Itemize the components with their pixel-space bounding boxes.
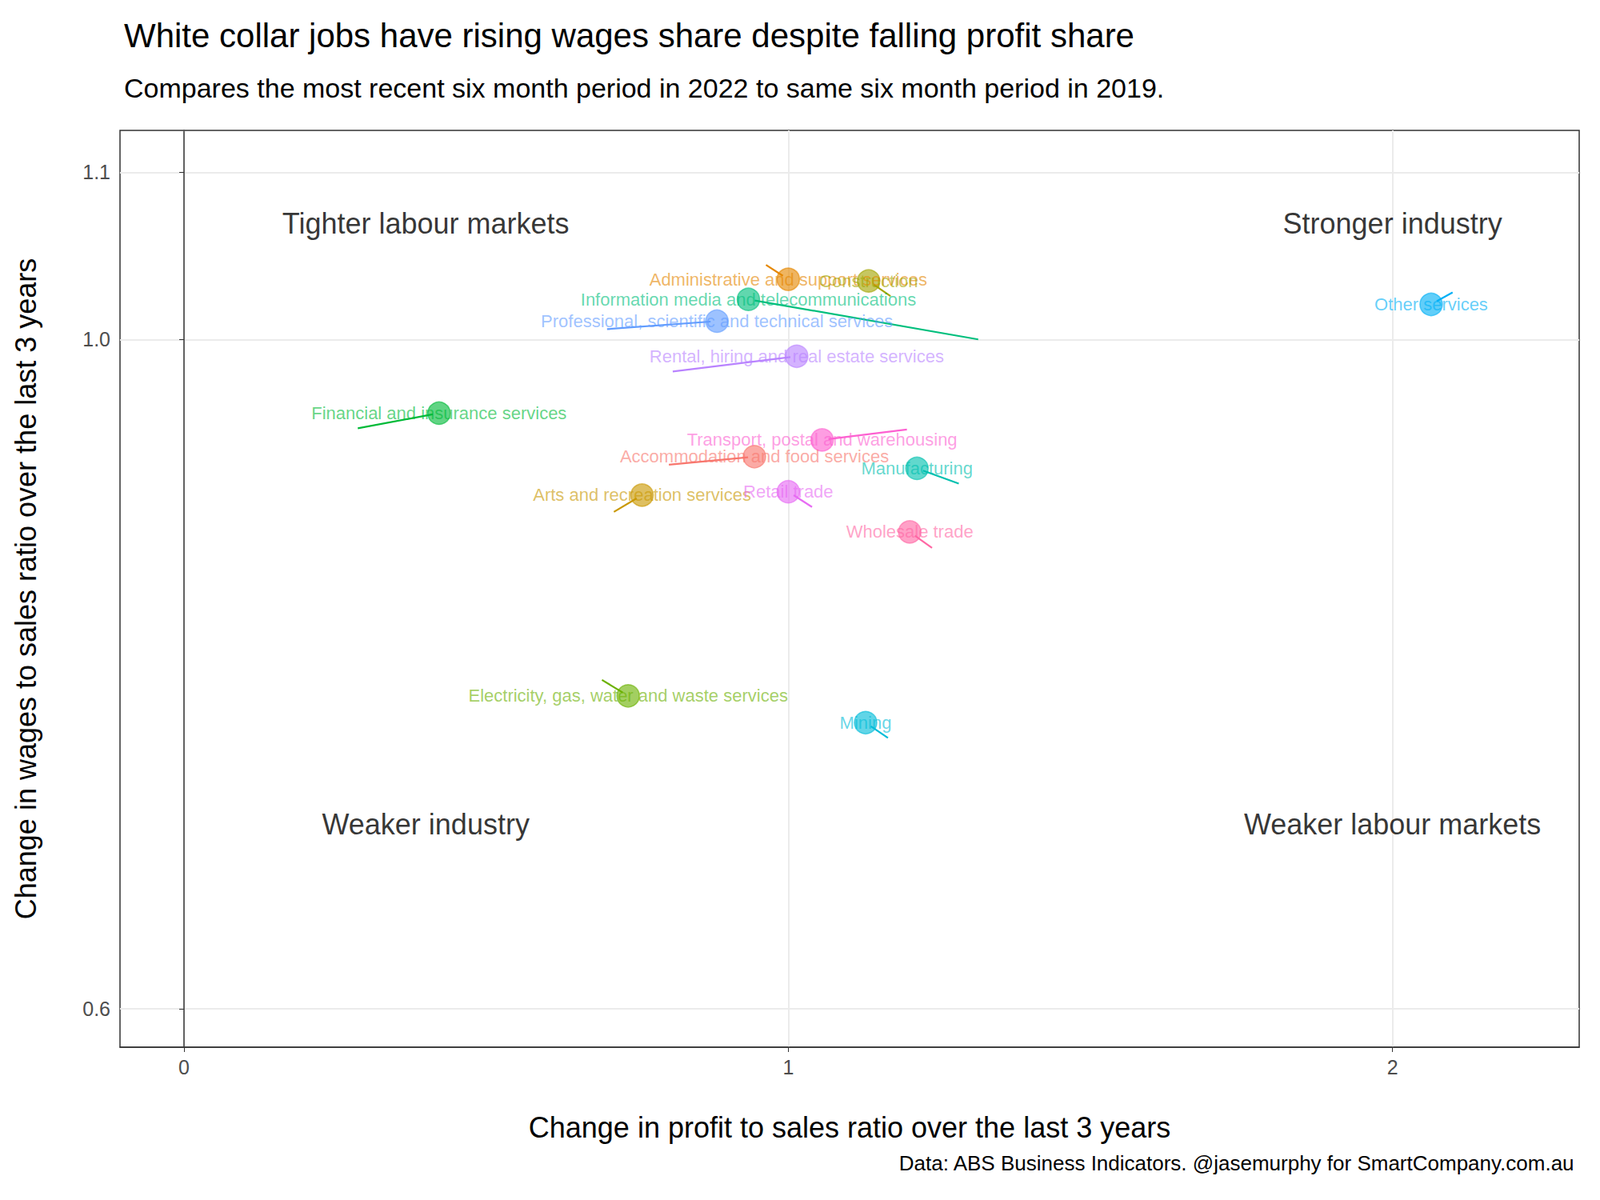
svg-text:Accommodation and food service: Accommodation and food services xyxy=(619,446,889,467)
svg-text:Data: ABS Business Indicators.: Data: ABS Business Indicators. @jasemurp… xyxy=(899,1151,1575,1176)
svg-text:Other services: Other services xyxy=(1374,294,1488,315)
svg-text:Retail trade: Retail trade xyxy=(743,481,834,502)
svg-text:Arts and recreation services: Arts and recreation services xyxy=(532,484,752,505)
svg-text:Administrative and support ser: Administrative and support services xyxy=(649,269,928,290)
svg-text:Financial and insurance servic: Financial and insurance services xyxy=(311,403,567,424)
svg-text:Information media and telecomm: Information media and telecommunications xyxy=(580,289,916,310)
svg-text:Mining: Mining xyxy=(840,712,892,733)
svg-text:Stronger industry: Stronger industry xyxy=(1283,207,1503,240)
svg-text:0.6: 0.6 xyxy=(82,997,111,1020)
svg-text:Professional, scientific and t: Professional, scientific and technical s… xyxy=(540,311,893,332)
svg-text:White collar jobs have rising: White collar jobs have rising wages shar… xyxy=(124,16,1135,55)
svg-text:Wholesale trade: Wholesale trade xyxy=(846,521,974,542)
svg-text:Compares the most recent six m: Compares the most recent six month perio… xyxy=(124,72,1164,104)
svg-text:Weaker labour markets: Weaker labour markets xyxy=(1244,808,1541,841)
svg-text:0: 0 xyxy=(178,1056,190,1079)
svg-text:Change in wages to sales ratio: Change in wages to sales ratio over the … xyxy=(9,258,43,920)
svg-text:2: 2 xyxy=(1387,1056,1399,1079)
svg-text:Manufacturing: Manufacturing xyxy=(861,458,973,479)
svg-text:1: 1 xyxy=(782,1056,794,1079)
svg-text:Weaker industry: Weaker industry xyxy=(321,808,529,841)
svg-text:Rental, hiring and real estate: Rental, hiring and real estate services xyxy=(649,346,944,367)
svg-text:Transport, postal and warehous: Transport, postal and warehousing xyxy=(687,429,958,450)
svg-text:1.1: 1.1 xyxy=(82,160,111,184)
svg-text:Construction: Construction xyxy=(819,271,919,292)
svg-text:Change in profit to sales rati: Change in profit to sales ratio over the… xyxy=(528,1111,1171,1144)
svg-text:Electricity, gas, water and wa: Electricity, gas, water and waste servic… xyxy=(468,685,788,706)
svg-text:1.0: 1.0 xyxy=(82,328,111,351)
svg-text:Tighter labour markets: Tighter labour markets xyxy=(282,207,570,240)
